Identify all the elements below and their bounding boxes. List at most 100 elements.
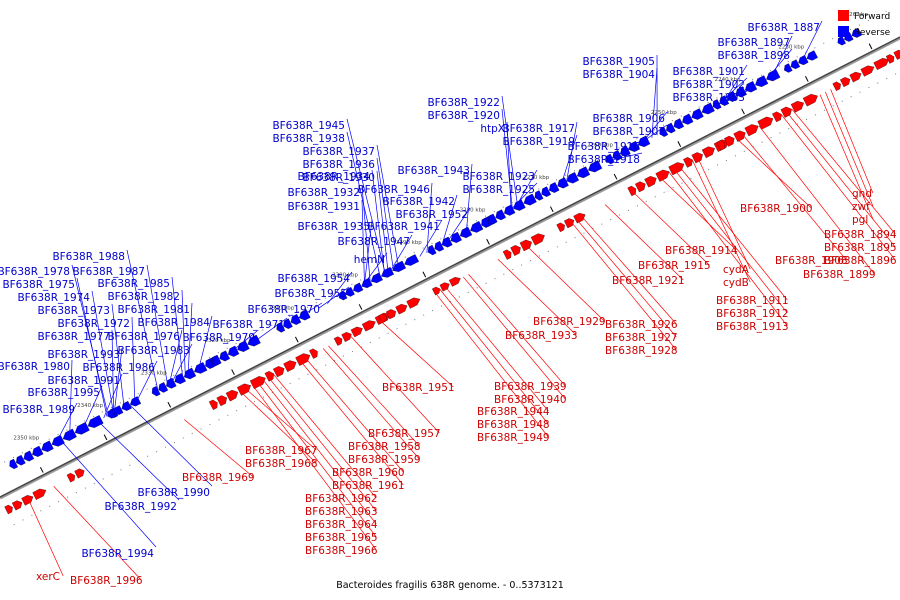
gene-label: BF638R_1914 (665, 245, 738, 257)
gene-label: BF638R_1975 (2, 279, 75, 291)
tick-label: 2310 kbp (268, 305, 294, 311)
gene-leader-line (560, 134, 578, 185)
gene-label: BF638R_1957 (368, 428, 441, 440)
gene-leader-line (267, 376, 377, 512)
gene-label: BF638R_1968 (245, 458, 318, 470)
tick-label: 2350 kbp (13, 436, 39, 442)
gene-leader-line (509, 182, 538, 211)
forward-gene-arrow (839, 77, 851, 88)
gene-label: BF638R_1945 (272, 120, 345, 132)
gene-label: BF638R_1985 (97, 278, 170, 290)
gene-leader-line (651, 67, 658, 138)
reverse-gene-arrow (392, 260, 407, 272)
gene-label: BF638R_1989 (2, 404, 75, 416)
gene-leader-line (103, 373, 123, 419)
reverse-gene-arrow (682, 113, 694, 125)
genome-axis (0, 10, 900, 526)
gene-label: BF638R_1925 (462, 184, 535, 196)
gene-leader-line (257, 381, 377, 538)
gene-leader-line (361, 185, 371, 282)
reverse-gene-arrow (837, 35, 846, 46)
gene-label: BF638R_1913 (716, 321, 789, 333)
forward-gene-arrow (757, 116, 774, 130)
reverse-gene-arrow (691, 108, 704, 120)
forward-gene-arrow (563, 218, 575, 229)
gene-label: BF638R_1923 (462, 171, 535, 183)
gene-leader-line (610, 139, 643, 160)
gene-label: BF638R_1940 (494, 394, 567, 406)
reverse-gene-arrow (183, 367, 197, 380)
reverse-gene-arrow (427, 244, 437, 256)
gene-label: BF638R_1937 (302, 146, 375, 158)
gene-leader-line (791, 108, 896, 235)
gene-label: gnd (852, 188, 872, 200)
gene-leader-line (468, 274, 566, 387)
gene-leader-line (181, 289, 186, 377)
gene-leader-line (171, 276, 184, 378)
forward-gene-arrow (361, 320, 376, 332)
gene-label: BF638R_1906 (592, 113, 665, 125)
forward-gene-arrow (860, 65, 875, 77)
reverse-gene-arrow (51, 434, 65, 447)
gene-leader-line (168, 329, 183, 385)
gene-label: BF638R_1995 (27, 387, 100, 399)
axis-line-shadow (0, 36, 900, 500)
gene-label: BF638R_1942 (382, 196, 455, 208)
gene-leader-line (419, 219, 443, 257)
gene-label: BF638R_1919 (502, 136, 575, 148)
gene-leader-line (525, 244, 605, 322)
reverse-gene-arrow (404, 254, 420, 266)
gene-leader-line (758, 125, 875, 275)
forward-gene-arrow (236, 383, 251, 396)
forward-gene-arrow (341, 332, 352, 343)
gene-label: BF638R_1894 (824, 229, 897, 241)
reverse-gene-arrow (557, 177, 569, 189)
gene-leader-line (60, 439, 157, 548)
gene-leader-line (82, 385, 103, 429)
tick-label: 2226 kbp (842, 12, 868, 18)
tick-mark (167, 401, 172, 408)
gene-leader-line (389, 234, 413, 272)
reverse-gene-arrow (755, 75, 769, 87)
gene-label: BF638R_1963 (305, 506, 378, 518)
reverse-gene-arrow (41, 440, 54, 452)
tick-label: 2290 kbp (396, 240, 422, 246)
reverse-gene-arrow (605, 153, 615, 165)
gene-leader-line (819, 94, 874, 220)
gene-label: BF638R_1930 (302, 172, 375, 184)
reverse-gene-arrow (381, 266, 395, 278)
forward-gene-arrow (74, 468, 85, 479)
reverse-gene-arrow (23, 450, 35, 462)
reverse-gene-arrow (784, 63, 793, 73)
gene-leader-line (379, 319, 454, 388)
gene-leader-line (126, 249, 159, 391)
reverse-gene-arrow (495, 209, 507, 221)
gene-label: BF638R_1979 (182, 332, 255, 344)
gene-label: BF638R_1996 (70, 575, 143, 587)
gene-leader-line (742, 134, 847, 261)
gene-label: BF638R_1934 (297, 171, 370, 183)
gene-label: BF638R_1978 (0, 266, 70, 278)
forward-gene-arrow (208, 399, 218, 411)
gene-label: BF638R_1928 (605, 345, 678, 357)
gene-leader-line (434, 291, 549, 438)
gene-label: BF638R_1916 (567, 141, 640, 153)
forward-gene-arrow (11, 500, 23, 511)
gene-leader-line (113, 347, 123, 413)
reverse-gene-arrow (9, 458, 19, 470)
gene-leader-line (273, 373, 377, 499)
reverse-gene-arrow (790, 59, 801, 70)
tick-label: 2320 kbp (205, 338, 231, 344)
gene-leader-line (658, 176, 737, 251)
gene-label: pgl (852, 214, 868, 226)
gene-label: BF638R_1938 (272, 133, 345, 145)
gene-leader-line (825, 91, 874, 207)
gene-label: BF638R_1984 (137, 317, 210, 329)
gene-label: BF638R_1920 (427, 110, 500, 122)
leader-lines (28, 20, 896, 581)
forward-gene-arrow (716, 140, 726, 151)
gene-label: BF638R_1954 (277, 273, 350, 285)
gene-label: BF638R_1918 (567, 154, 640, 166)
